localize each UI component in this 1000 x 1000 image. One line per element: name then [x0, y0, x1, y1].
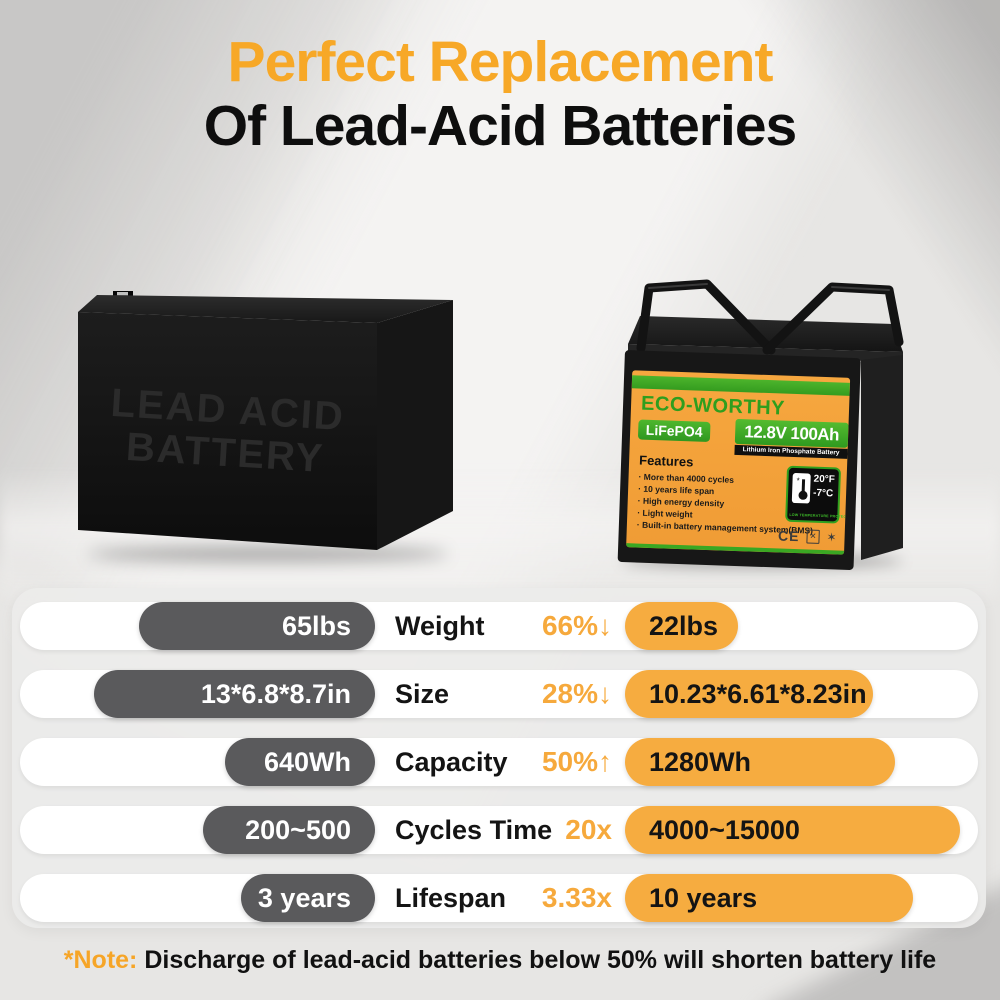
svg-text:*: *	[796, 476, 799, 485]
voltage-capacity-badge: 12.8V 100Ah	[734, 418, 849, 448]
lead-acid-battery-image: LEAD ACID BATTERY	[75, 283, 460, 563]
table-row-capacity: 640Wh Capacity 50%↑ 1280Wh	[20, 738, 978, 786]
title-line-1: Perfect Replacement	[227, 30, 774, 94]
disposal-icon: ✕	[806, 529, 820, 544]
lifepo4-value-pill: 10 years	[625, 874, 913, 922]
temp-fahrenheit: 20°F	[813, 473, 836, 486]
features-title: Features	[638, 452, 694, 470]
lead-battery-drawing: LEAD ACID BATTERY	[78, 291, 453, 550]
footnote: *Note: Discharge of lead-acid batteries …	[0, 946, 1000, 975]
footnote-highlight: *Note:	[63, 946, 138, 974]
low-temperature-badge: * 20°F -7°C LOW TEMPERATURE PROTECTION	[785, 465, 851, 524]
ce-mark-icon: CE	[777, 527, 800, 545]
improvement-factor: 3.33x	[541, 882, 612, 913]
row-label: Size	[395, 679, 450, 709]
row-label: Cycles Time	[395, 815, 553, 845]
lifepo4-case-front: ECO-WORTHY LiFePO4 12.8V 100Ah Lithium I…	[617, 350, 861, 571]
certification-marks: CE ✕ ✶	[778, 527, 837, 545]
improvement-factor: 66%↓	[541, 610, 612, 641]
lead-value-pill: 200~500	[203, 806, 375, 854]
thermometer-icon: *	[791, 472, 811, 504]
features-list: More than 4000 cycles 10 years life span…	[637, 471, 813, 536]
improvement-factor: 50%↑	[541, 746, 612, 777]
comparison-table: 65lbs Weight 66%↓ 22lbs 13*6.8*8.7in Siz…	[12, 588, 986, 928]
lifepo4-value-pill: 22lbs	[625, 602, 738, 650]
temp-celsius: -7°C	[812, 487, 834, 500]
lead-value-pill: 65lbs	[139, 602, 375, 650]
improvement-factor: 20x	[565, 814, 612, 845]
lifepo4-value-pill: 4000~15000	[625, 806, 960, 854]
row-label: Capacity	[395, 747, 508, 777]
fire-safety-icon: ✶	[826, 530, 837, 545]
table-row-size: 13*6.8*8.7in Size 28%↓ 10.23*6.61*8.23in	[20, 670, 978, 718]
lead-value-pill: 3 years	[241, 874, 375, 922]
lifepo4-battery-image: ECO-WORTHY LiFePO4 12.8V 100Ah Lithium I…	[613, 272, 913, 571]
lead-value-pill: 13*6.8*8.7in	[94, 670, 375, 718]
lead-value-pill: 640Wh	[225, 738, 375, 786]
temp-caption: LOW TEMPERATURE PROTECTION	[789, 512, 851, 520]
label-green-bottom-stripe	[626, 543, 845, 555]
footnote-text: Discharge of lead-acid batteries below 5…	[137, 946, 937, 974]
lead-battery-embossed-label: LEAD ACID BATTERY	[110, 381, 347, 481]
lifepo4-side-face	[861, 355, 903, 560]
lifepo4-value-pill: 1280Wh	[625, 738, 895, 786]
page-title: Perfect Replacement Of Lead-Acid Batteri…	[0, 30, 1000, 158]
table-row-cycles: 200~500 Cycles Time 20x 4000~15000	[20, 806, 978, 854]
brand-name: ECO-WORTHY	[640, 392, 786, 420]
improvement-factor: 28%↓	[541, 678, 612, 709]
chemistry-badge: LiFePO4	[637, 419, 711, 443]
row-label: Weight	[395, 611, 485, 641]
title-line-2: Of Lead-Acid Batteries	[203, 94, 797, 158]
row-label: Lifespan	[395, 883, 507, 913]
table-row-lifespan: 3 years Lifespan 3.33x 10 years	[20, 874, 978, 922]
lifepo4-value-pill: 10.23*6.61*8.23in	[625, 670, 873, 718]
lifepo4-label: ECO-WORTHY LiFePO4 12.8V 100Ah Lithium I…	[626, 370, 851, 555]
lead-battery-side-face	[377, 300, 453, 550]
table-row-weight: 65lbs Weight 66%↓ 22lbs	[20, 602, 978, 650]
